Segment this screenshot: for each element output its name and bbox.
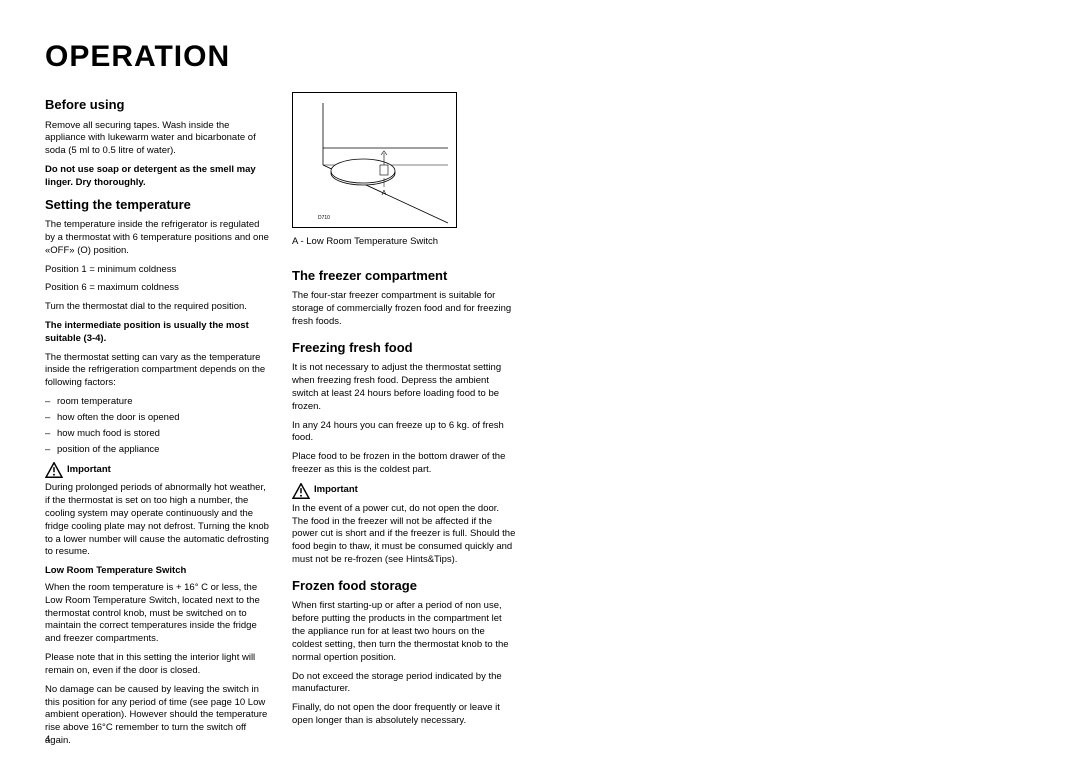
svg-text:A: A <box>382 190 387 197</box>
warning-row: Important <box>45 462 270 478</box>
column-2: A D710 A - Low Room Temperature Switch T… <box>292 92 517 754</box>
text: Please note that in this setting the int… <box>45 652 270 678</box>
factor-list: room temperature how often the door is o… <box>45 396 270 456</box>
list-item: room temperature <box>45 396 270 409</box>
heading-before-using: Before using <box>45 96 270 114</box>
text: The thermostat setting can vary as the t… <box>45 352 270 390</box>
text: In any 24 hours you can freeze up to 6 k… <box>292 420 517 446</box>
switch-diagram: A D710 <box>293 93 458 229</box>
text: Position 1 = minimum coldness <box>45 264 270 277</box>
text-bold: The intermediate position is usually the… <box>45 320 270 346</box>
text: In the event of a power cut, do not open… <box>292 503 517 567</box>
text: It is not necessary to adjust the thermo… <box>292 362 517 413</box>
figure-label: D710 <box>318 215 330 221</box>
text: Position 6 = maximum coldness <box>45 282 270 295</box>
text: Remove all securing tapes. Wash inside t… <box>45 120 270 158</box>
figure-switch: A D710 <box>292 92 457 228</box>
list-item: how often the door is opened <box>45 412 270 425</box>
text: The four-star freezer compartment is sui… <box>292 290 517 328</box>
warning-icon <box>292 483 310 499</box>
text: Finally, do not open the door frequently… <box>292 702 517 728</box>
content-columns: Before using Remove all securing tapes. … <box>45 92 1035 754</box>
column-1: Before using Remove all securing tapes. … <box>45 92 270 754</box>
text: During prolonged periods of abnormally h… <box>45 482 270 559</box>
text-bold: Do not use soap or detergent as the smel… <box>45 164 270 190</box>
list-item: how much food is stored <box>45 428 270 441</box>
text: The temperature inside the refrigerator … <box>45 219 270 257</box>
list-item: position of the appliance <box>45 444 270 457</box>
page-number: 4 <box>45 734 50 745</box>
warning-icon <box>45 462 63 478</box>
page-title: OPERATION <box>45 40 1035 74</box>
important-label: Important <box>67 464 111 477</box>
heading-frozen-storage: Frozen food storage <box>292 577 517 595</box>
figure-caption: A - Low Room Temperature Switch <box>292 236 517 249</box>
warning-row: Important <box>292 483 517 499</box>
heading-setting-temp: Setting the temperature <box>45 196 270 214</box>
text: When the room temperature is + 16° C or … <box>45 582 270 646</box>
text: No damage can be caused by leaving the s… <box>45 684 270 748</box>
heading-freezing-fresh: Freezing fresh food <box>292 339 517 357</box>
heading-freezer-compartment: The freezer compartment <box>292 267 517 285</box>
important-label: Important <box>314 484 358 497</box>
text: Turn the thermostat dial to the required… <box>45 301 270 314</box>
subheading-low-room: Low Room Temperature Switch <box>45 565 270 578</box>
text: Place food to be frozen in the bottom dr… <box>292 451 517 477</box>
text: Do not exceed the storage period indicat… <box>292 671 517 697</box>
text: When first starting-up or after a period… <box>292 600 517 664</box>
